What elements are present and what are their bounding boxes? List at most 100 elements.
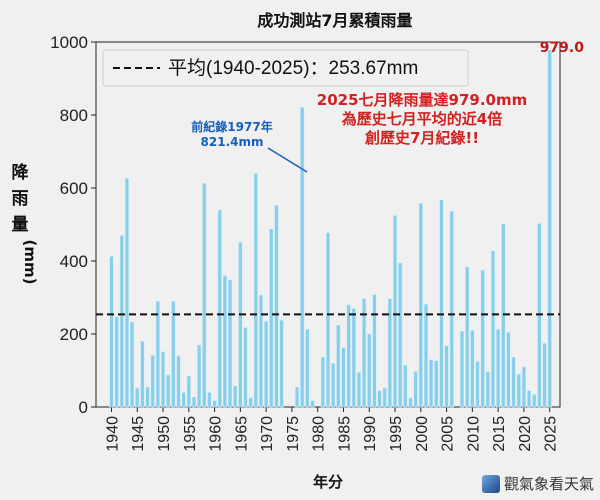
- bar-2004: [439, 199, 444, 408]
- x-tick-label: 2000: [414, 416, 431, 452]
- bar-1967: [248, 397, 253, 408]
- bar-1965: [238, 241, 243, 408]
- bar-1950: [160, 351, 166, 408]
- bar-1970: [263, 320, 269, 408]
- bar-1991: [372, 294, 377, 408]
- bar-2022: [532, 393, 537, 408]
- y-tick-label: 1000: [50, 33, 88, 52]
- old-record-year: 前紀錄1977年: [191, 119, 272, 134]
- bar-1989: [361, 298, 367, 408]
- watermark-logo-icon: [481, 474, 500, 493]
- bar-2003: [434, 360, 439, 408]
- x-tick-label: 2015: [491, 416, 508, 452]
- bar-1986: [346, 304, 351, 408]
- headline-annotation: 2025七月降雨量達979.0mm 為歷史七月平均的近4倍 創歷史7月紀錄!!: [317, 91, 527, 147]
- bar-1951: [166, 374, 171, 408]
- bar-1956: [191, 396, 197, 408]
- y-tick-label: 0: [79, 398, 88, 417]
- bar-1961: [217, 209, 222, 408]
- old-record-arrow: [267, 147, 308, 173]
- bar-2011: [475, 361, 480, 408]
- bar-1998: [408, 397, 413, 408]
- bar-1982: [325, 232, 331, 408]
- bar-1971: [269, 228, 274, 408]
- bar-1994: [387, 298, 393, 408]
- y-tick-label: 600: [60, 179, 88, 198]
- bar-1984: [336, 324, 341, 408]
- bar-2005: [444, 345, 449, 408]
- bar-1942: [119, 235, 124, 408]
- x-tick-label: 2025: [543, 416, 560, 452]
- watermark: 觀氣象看天氣: [481, 473, 594, 494]
- headline-line-2: 為歷史七月平均的近4倍: [341, 110, 502, 128]
- bar-1958: [202, 182, 207, 408]
- x-tick-label: 1955: [182, 416, 199, 452]
- y-tick-label: 400: [60, 252, 88, 271]
- legend-label: 平均(1940-2025)：253.67mm: [168, 57, 418, 79]
- bar-1979: [310, 400, 315, 408]
- headline-line-1: 2025七月降雨量達979.0mm: [317, 91, 527, 109]
- bar-1978: [305, 328, 310, 408]
- legend: 平均(1940-2025)：253.67mm: [102, 49, 469, 87]
- bar-1962: [222, 275, 228, 408]
- bar-1992: [377, 390, 382, 408]
- bar-2000: [418, 203, 423, 408]
- bar-1941: [114, 316, 119, 408]
- y-axis-ticks: 0 200 400 600 800 1000: [50, 33, 96, 417]
- bar-2015: [495, 328, 501, 408]
- bar-1940: [109, 255, 114, 408]
- x-tick-label: 1980: [311, 416, 328, 452]
- bar-2025: [547, 49, 552, 408]
- x-tick-label: 1965: [233, 416, 250, 452]
- bar-2019: [516, 373, 521, 408]
- x-axis-label: 年分: [313, 473, 343, 491]
- y-axis-label: 降雨量 (mm): [12, 162, 40, 284]
- bar-1969: [258, 294, 264, 408]
- x-tick-label: 1950: [156, 416, 173, 452]
- bar-1960: [212, 400, 217, 408]
- x-tick-label: 2020: [517, 416, 534, 452]
- bar-1953: [176, 355, 181, 408]
- x-axis-ticks: 1940 1945 1950 1955 1960 1965 1970 1975 1980 1985…: [104, 407, 560, 452]
- y-label-char: 雨: [12, 189, 29, 209]
- x-tick-label: 2005: [440, 416, 457, 452]
- y-label-char: 降: [12, 162, 30, 183]
- bar-1987: [351, 308, 356, 408]
- headline-line-3: 創歷史7月紀錄!!: [364, 129, 479, 147]
- x-tick-label: 1990: [362, 416, 379, 452]
- bar-2010: [470, 330, 475, 408]
- y-label-unit: (mm): [21, 240, 39, 285]
- bar-1983: [330, 362, 336, 408]
- y-label-char: 量: [12, 214, 29, 235]
- x-tick-label: 1975: [285, 416, 302, 452]
- bar-2013: [485, 371, 490, 408]
- old-record-value: 821.4mm: [201, 135, 264, 149]
- bar-1976: [294, 386, 300, 408]
- bar-1949: [155, 300, 161, 408]
- bar-1946: [140, 340, 145, 408]
- bar-1943: [124, 177, 130, 408]
- bar-2018: [511, 356, 516, 408]
- bar-2021: [526, 390, 532, 408]
- bar-1993: [382, 387, 387, 408]
- y-tick-label: 200: [60, 325, 88, 344]
- bar-2017: [506, 331, 511, 408]
- chart-title: 成功測站7月累積雨量: [257, 11, 412, 30]
- x-tick-label: 1940: [104, 416, 121, 452]
- bar-1972: [274, 204, 279, 408]
- bar-1999: [413, 370, 418, 408]
- bar-1968: [253, 173, 258, 408]
- bar-2020: [521, 366, 527, 408]
- bar-1955: [186, 375, 191, 408]
- x-tick-label: 1960: [208, 416, 225, 452]
- bar-2009: [465, 266, 470, 408]
- bar-1996: [398, 262, 403, 408]
- bar-1957: [196, 344, 202, 408]
- bar-1988: [356, 372, 362, 408]
- x-tick-label: 1985: [336, 416, 353, 452]
- x-tick-label: 1970: [259, 416, 276, 452]
- bar-1981: [320, 356, 326, 408]
- bar-1945: [135, 387, 140, 408]
- bar-1985: [341, 347, 346, 408]
